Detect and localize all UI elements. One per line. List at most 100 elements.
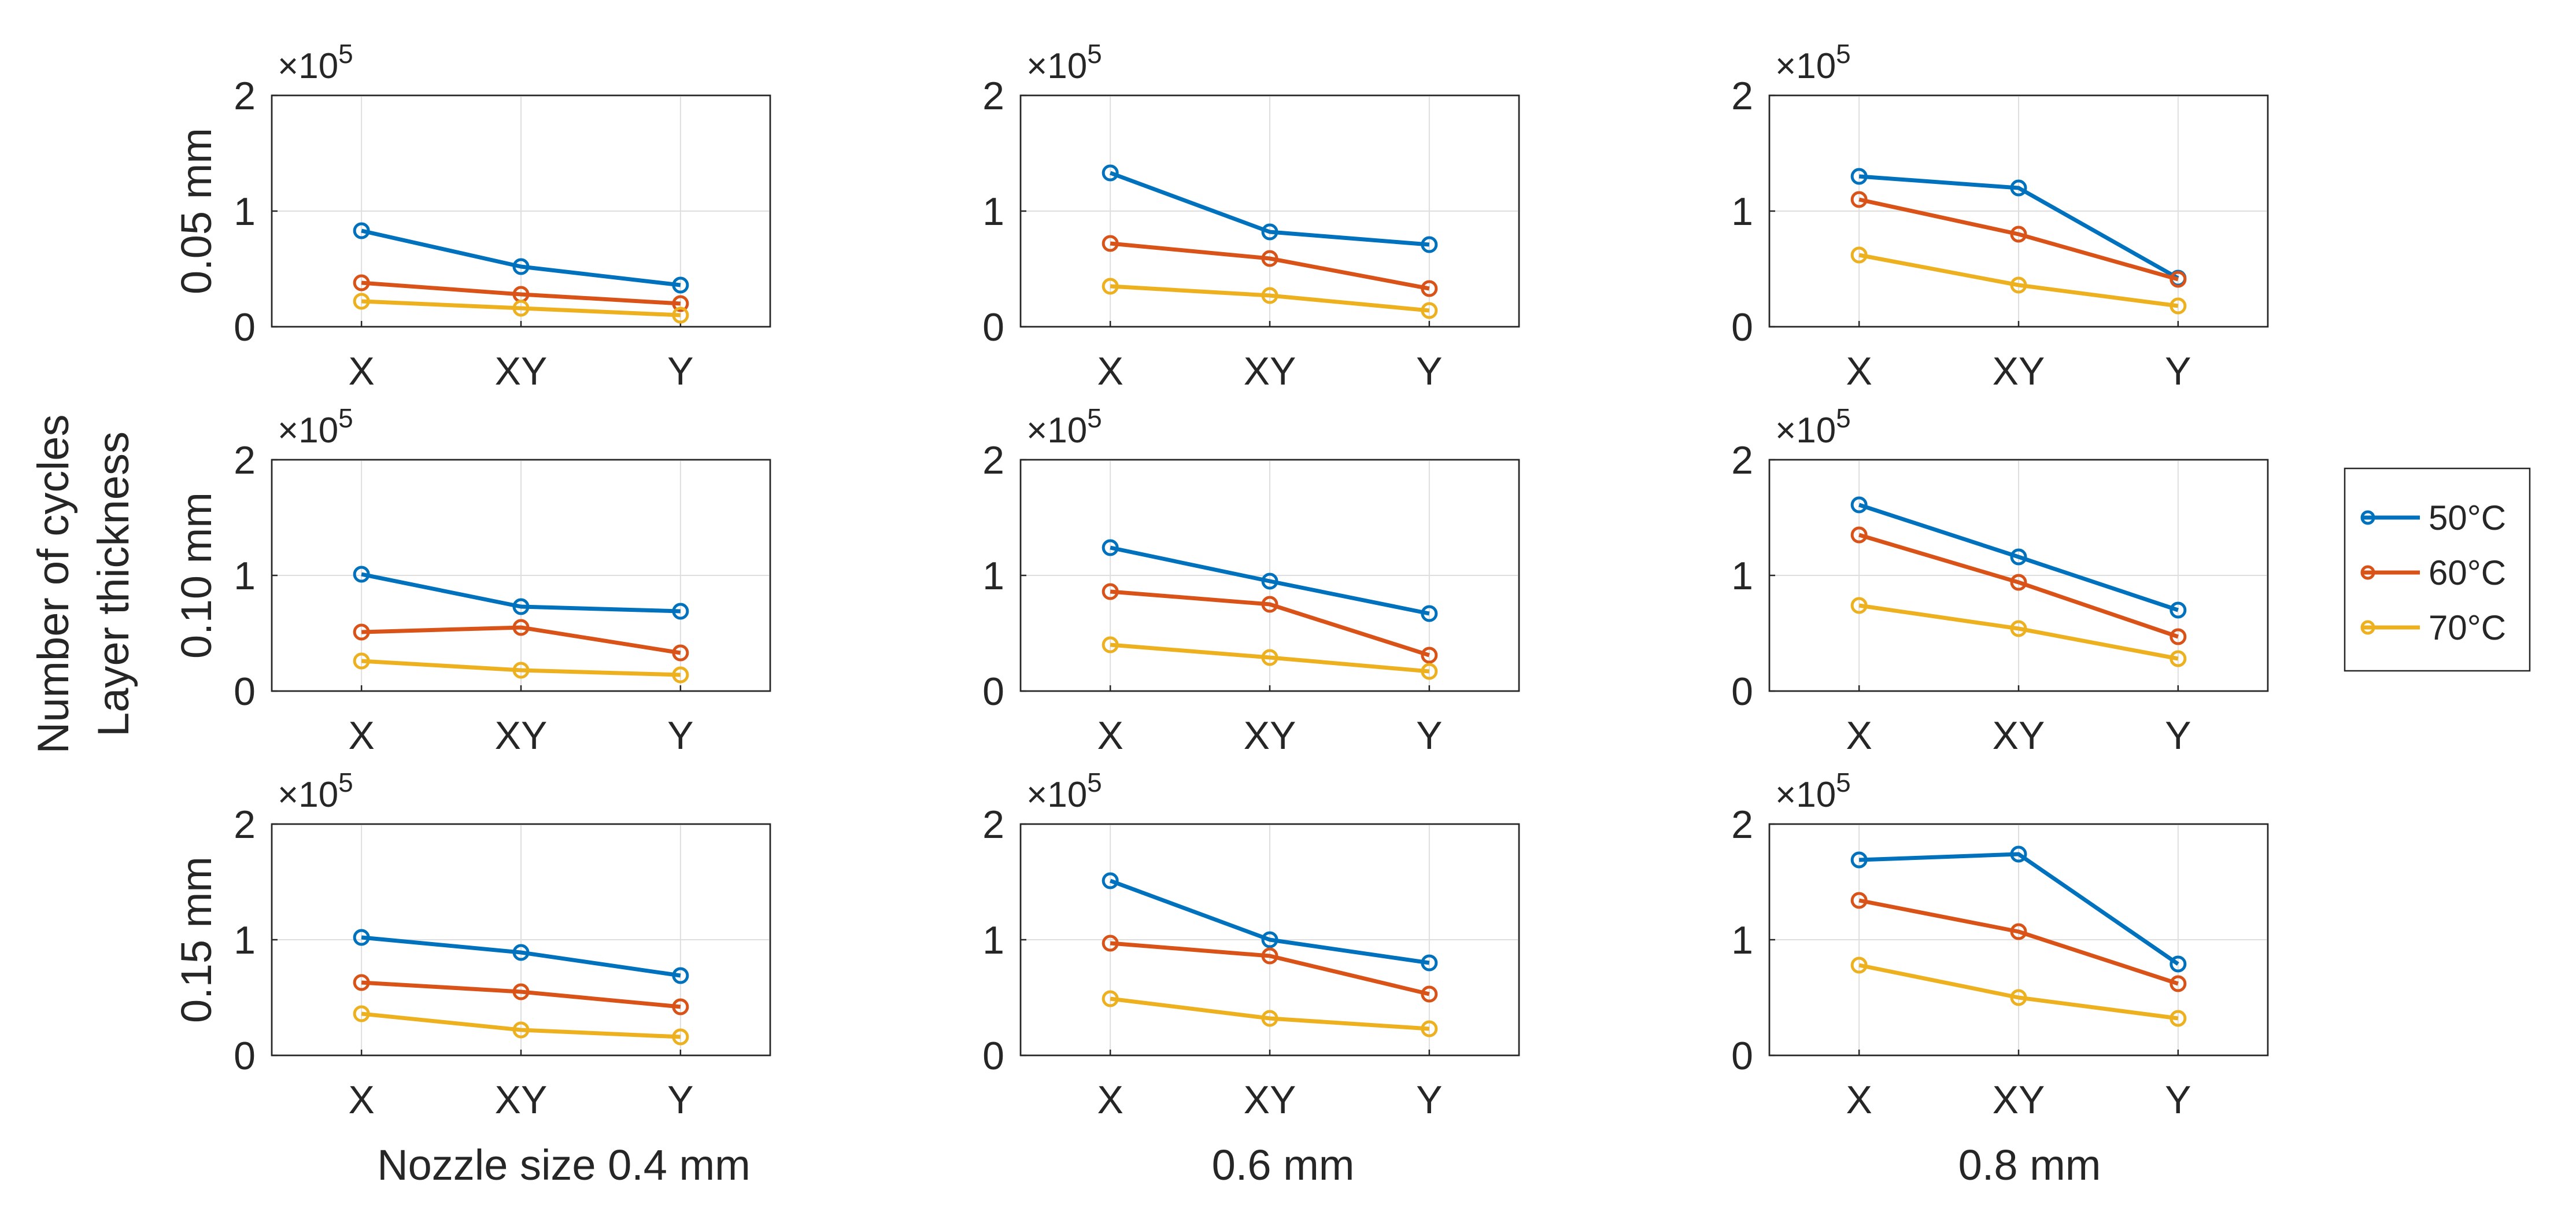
- ylabel-line-2: Layer thickness: [89, 431, 138, 737]
- data-point: [2170, 1010, 2187, 1027]
- y-tick-label: 2: [982, 438, 1004, 482]
- legend: 50°C 60°C 70°C: [2344, 467, 2531, 672]
- data-point: [1102, 278, 1119, 295]
- x-tick-label: XY: [1244, 714, 1296, 758]
- series-line: [361, 1011, 681, 1039]
- data-point: [672, 666, 689, 684]
- ylabel-line-1: Number of cycles: [29, 414, 78, 754]
- x-tick-label: X: [348, 714, 374, 758]
- data-point: [353, 566, 370, 583]
- x-tick-label: X: [1846, 1078, 1872, 1122]
- series-line: [361, 280, 681, 306]
- data-point: [1421, 605, 1438, 622]
- legend-marker-60: [2360, 565, 2375, 580]
- data-point: [672, 1028, 689, 1046]
- data-point: [1850, 892, 1868, 909]
- y-tick-label: 1: [1731, 190, 1753, 234]
- x-tick-label: Y: [667, 714, 693, 758]
- exponent-power: 5: [1836, 39, 1851, 69]
- x-tick-label: Y: [667, 1078, 693, 1122]
- series-line: [1110, 284, 1430, 313]
- series-line: [1110, 642, 1430, 674]
- y-tick-label: 1: [234, 554, 256, 598]
- y-tick-label: 2: [1731, 438, 1753, 482]
- y-tick-label: 0: [1731, 305, 1753, 349]
- x-tick-label: Y: [2165, 1078, 2191, 1122]
- data-point: [1102, 872, 1119, 889]
- x-tick-label: X: [1097, 1078, 1123, 1122]
- y-tick-label: 2: [982, 74, 1004, 118]
- x-tick-label: X: [348, 349, 374, 393]
- panel-0-2: 0 1 2 X XY Y ×105: [1731, 39, 2269, 393]
- data-point: [353, 1005, 370, 1022]
- data-point: [1421, 302, 1438, 319]
- y-tick-label: 1: [234, 190, 256, 234]
- data-point: [2010, 620, 2027, 637]
- data-point: [1261, 649, 1278, 666]
- row-label: 0.10 mm: [172, 492, 220, 659]
- data-point: [1421, 280, 1438, 297]
- data-point: [353, 274, 370, 291]
- data-point: [512, 598, 530, 615]
- y-tick-label: 0: [982, 305, 1004, 349]
- data-point: [1261, 223, 1278, 241]
- exponent-power: 5: [1836, 767, 1851, 797]
- legend-label-70: 70°C: [2429, 608, 2506, 647]
- series-line: [361, 980, 681, 1009]
- y-tick-label: 1: [1731, 918, 1753, 962]
- y-tick-label: 1: [982, 918, 1004, 962]
- data-point: [2170, 297, 2187, 315]
- column-label-1: 0.6 mm: [1212, 1141, 1355, 1189]
- data-point: [2170, 650, 2187, 667]
- x-tick-label: XY: [495, 1078, 548, 1122]
- data-point: [1102, 164, 1119, 182]
- data-point: [1421, 236, 1438, 253]
- panel-1-1: 0 1 2 X XY Y ×105: [982, 403, 1520, 758]
- exponent-label: ×105: [278, 403, 353, 450]
- series-line: [361, 299, 681, 317]
- x-tick-label: XY: [1993, 349, 2045, 393]
- data-point: [1850, 851, 1868, 869]
- legend-item-50: 50°C: [2360, 498, 2506, 537]
- series-line: [361, 659, 681, 677]
- data-point: [1850, 957, 1868, 974]
- x-tick-label: X: [1097, 714, 1123, 758]
- y-tick-label: 2: [234, 438, 256, 482]
- data-point: [1850, 168, 1868, 185]
- panel-1-0: 0 1 2 X XY Y ×105 0.10 mm: [172, 403, 771, 758]
- series-line: [1858, 253, 2179, 308]
- data-point: [2170, 271, 2187, 288]
- data-point: [2010, 276, 2027, 294]
- y-tick-label: 1: [982, 190, 1004, 234]
- exponent-power: 5: [1836, 403, 1851, 433]
- x-tick-label: XY: [1993, 1078, 2045, 1122]
- x-tick-label: XY: [495, 714, 548, 758]
- legend-marker-70: [2360, 620, 2375, 635]
- series-line: [361, 935, 681, 978]
- data-point: [2010, 989, 2027, 1006]
- series-line: [1858, 898, 2179, 986]
- x-tick-label: XY: [1244, 1078, 1296, 1122]
- data-point: [1102, 539, 1119, 556]
- exponent-label: ×105: [1026, 39, 1102, 86]
- legend-label-60: 60°C: [2429, 553, 2506, 592]
- data-point: [1850, 191, 1868, 208]
- data-point: [1102, 636, 1119, 653]
- data-point: [1421, 647, 1438, 664]
- exponent-power: 5: [338, 39, 353, 69]
- y-tick-label: 1: [982, 554, 1004, 598]
- series-line: [1859, 852, 2179, 966]
- data-point: [672, 603, 689, 620]
- exponent-label: ×105: [1775, 767, 1851, 815]
- x-tick-label: Y: [2165, 714, 2191, 758]
- x-tick-label: X: [1846, 349, 1872, 393]
- data-point: [512, 300, 530, 317]
- exponent-label: ×105: [1026, 403, 1102, 450]
- x-tick-label: Y: [2165, 349, 2191, 393]
- series-line: [1110, 241, 1430, 291]
- panel-2-1: 0 1 2 X XY Y ×105: [982, 767, 1520, 1122]
- data-point: [2170, 601, 2187, 619]
- data-point: [2170, 975, 2187, 992]
